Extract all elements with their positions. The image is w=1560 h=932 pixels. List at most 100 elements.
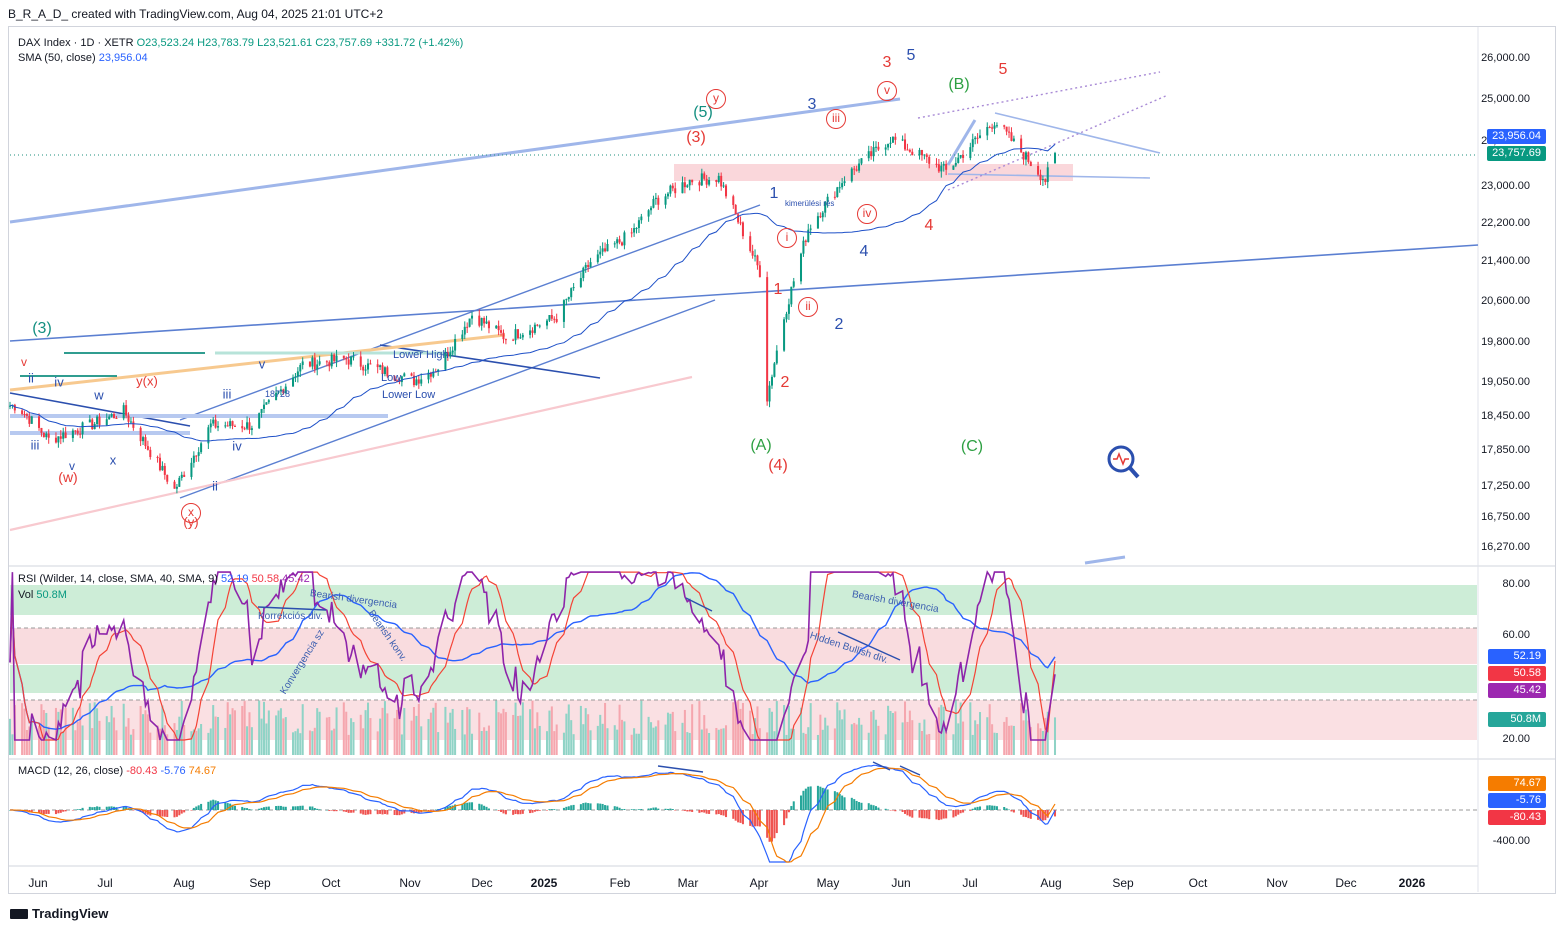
macd-histogram-bar <box>352 810 355 813</box>
volume-bar <box>894 711 897 755</box>
price-axis-label: 16,750.00 <box>1481 510 1530 523</box>
candle-body <box>471 315 474 319</box>
volume-bar <box>163 725 166 755</box>
macd-histogram-bar <box>30 810 33 813</box>
candle-body <box>529 330 532 335</box>
time-axis-label: Apr <box>749 876 769 890</box>
price-axis-label: 18,450.00 <box>1481 409 1530 422</box>
macd-histogram-bar <box>698 810 701 813</box>
volume-bar <box>23 708 26 755</box>
volume-bar <box>843 709 846 755</box>
candle-body <box>833 196 836 198</box>
candle-body <box>971 139 974 148</box>
volume-bar <box>601 723 604 755</box>
candle-body <box>224 425 227 427</box>
macd-histogram-bar <box>369 810 372 815</box>
macd-histogram-bar <box>971 808 974 810</box>
macd-histogram-bar <box>454 804 457 810</box>
candle-body <box>25 414 28 416</box>
macd-histogram-bar <box>606 805 609 810</box>
candle-body <box>787 304 790 314</box>
volume-bar <box>749 710 752 755</box>
divergence-lines <box>257 597 921 776</box>
sma-legend[interactable]: SMA (50, close) 23,956.04 <box>18 51 148 66</box>
macd-histogram-bar <box>674 810 677 811</box>
macd-histogram-bar <box>1022 810 1025 817</box>
volume-bar <box>449 712 452 755</box>
price-axis-label: 19,050.00 <box>1481 376 1530 389</box>
trendline-wedge-top <box>994 112 1161 154</box>
macd-histogram-bar <box>725 810 728 818</box>
macd-histogram-bar <box>275 806 278 810</box>
macd-legend[interactable]: MACD (12, 26, close) -80.43 -5.76 74.67 <box>18 764 216 779</box>
macd-histogram-bar <box>110 806 113 810</box>
candle-body <box>940 165 943 172</box>
candle-body <box>756 255 759 266</box>
volume-bar <box>722 728 725 755</box>
candle-body <box>500 330 503 333</box>
macd-histogram-bar <box>485 806 488 810</box>
macd-histogram-bar <box>688 810 691 812</box>
macd-histogram-bar <box>758 810 761 827</box>
macd-histogram-bar <box>1039 810 1042 821</box>
macd-histogram-bar <box>749 810 752 826</box>
candle-body <box>57 436 60 443</box>
price-axis-label: 19,800.00 <box>1481 336 1530 349</box>
macd-histogram-bar <box>799 795 803 810</box>
candle-body <box>207 427 210 444</box>
macd-label: MACD (12, 26, close) <box>18 765 124 777</box>
candle-body <box>519 337 522 339</box>
macd-histogram-bar <box>129 808 132 810</box>
trendline-stub <box>1084 555 1126 565</box>
volume-bar <box>954 700 957 755</box>
candle-body <box>991 127 994 129</box>
macd-histogram-bar <box>81 807 84 810</box>
candle-body <box>350 356 353 365</box>
candle-body <box>108 416 111 420</box>
macd-histogram-bar <box>512 810 515 815</box>
candle-body <box>545 320 549 326</box>
rsi-line <box>9 570 1056 742</box>
macd-histogram-bar <box>940 810 943 820</box>
candle-body <box>700 173 703 186</box>
volume-bar <box>1012 725 1015 755</box>
tradingview-footer[interactable]: TradingView <box>10 906 108 921</box>
candle-body <box>654 197 657 200</box>
volume-bar <box>824 717 827 755</box>
candle-body <box>38 416 41 428</box>
candle-body <box>81 422 84 435</box>
volume-bar <box>81 725 84 755</box>
trendlines <box>9 71 1479 565</box>
macd-histogram-bar <box>650 808 653 810</box>
vol-legend[interactable]: Vol 50.8M <box>18 588 67 603</box>
wave-label: iii <box>222 386 232 402</box>
candle-body <box>775 350 778 364</box>
candle-body <box>887 143 890 148</box>
candle-body <box>403 373 406 377</box>
symbol-label[interactable]: DAX Index · 1D · XETR <box>18 37 134 49</box>
macd-histogram-bar <box>872 805 875 810</box>
volume-bar <box>454 728 457 755</box>
time-axis-label: Jun <box>28 876 48 890</box>
candle-body <box>246 422 249 429</box>
macd-histogram-bar <box>398 810 401 816</box>
resistance-zone <box>674 164 1073 181</box>
rsi-legend[interactable]: RSI (Wilder, 14, close, SMA, 40, SMA, 9)… <box>18 572 310 587</box>
macd-histogram-bar <box>635 809 638 811</box>
volume-bar <box>613 725 616 755</box>
candle-body <box>8 405 12 407</box>
candle-body <box>553 318 556 320</box>
macd-histogram-bar <box>720 810 723 816</box>
candle-body <box>640 216 643 221</box>
macd-histogram-bar <box>231 804 234 810</box>
candle-body <box>691 179 694 183</box>
candle-body <box>773 363 776 377</box>
macd-line <box>9 764 1056 863</box>
volume-bar <box>166 734 169 755</box>
macd-histogram-bar <box>918 810 921 818</box>
macd-histogram-bar <box>71 810 74 811</box>
macd-histogram-bar <box>664 808 667 810</box>
candle-body <box>420 379 423 384</box>
candle-body <box>650 207 653 211</box>
